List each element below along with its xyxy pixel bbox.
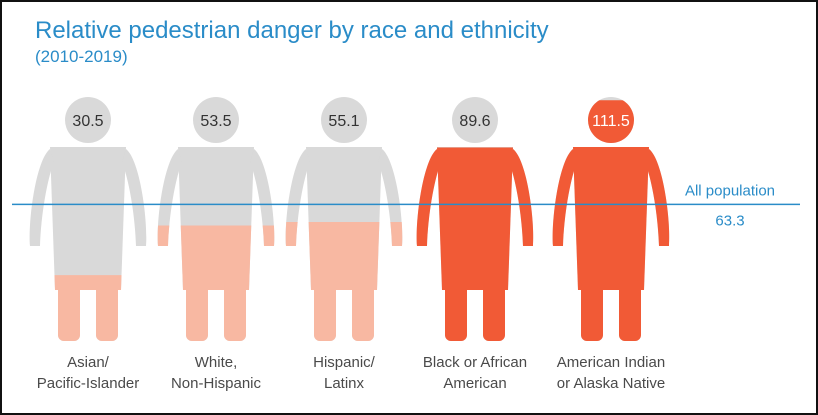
figure-fill-bar: [54, 275, 122, 341]
category-label: Latinx: [324, 375, 365, 392]
figure-fill-bar: [285, 222, 403, 341]
category-label: Black or African: [423, 354, 527, 371]
figure-3: [285, 97, 403, 341]
figure-fill-bar: [552, 100, 670, 341]
figure-2: [157, 97, 275, 341]
reference-line-label: All population: [685, 182, 775, 199]
figure-4: [416, 97, 534, 341]
figure-base: [157, 97, 275, 341]
category-label: Hispanic/: [313, 354, 376, 371]
category-label: White,: [195, 354, 238, 371]
category-label: American: [443, 375, 506, 392]
figure-fill-bar: [416, 147, 534, 341]
value-label: 30.5: [72, 113, 103, 130]
figure-base: [29, 97, 147, 341]
category-label: Asian/: [67, 354, 110, 371]
value-label: 111.5: [592, 113, 630, 130]
figure-base: [285, 97, 403, 341]
figure-5: [552, 97, 670, 341]
figure-fill-bar: [157, 225, 275, 341]
value-label: 89.6: [459, 113, 490, 130]
category-label: or Alaska Native: [557, 375, 665, 392]
chart-subtitle: (2010-2019): [35, 47, 128, 66]
chart-title: Relative pedestrian danger by race and e…: [35, 17, 549, 44]
category-label: Non-Hispanic: [171, 375, 262, 392]
category-label: American Indian: [557, 354, 665, 371]
value-label: 55.1: [328, 113, 359, 130]
category-label: Pacific-Islander: [37, 375, 140, 392]
value-label: 53.5: [200, 113, 231, 130]
reference-line-value: 63.3: [715, 212, 744, 229]
figure-1: [29, 97, 147, 341]
